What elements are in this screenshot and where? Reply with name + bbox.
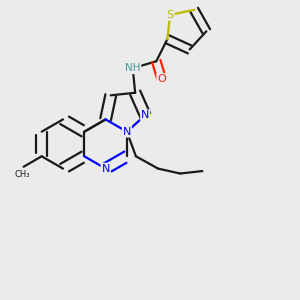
Text: N: N: [101, 164, 110, 174]
Text: N: N: [123, 127, 131, 137]
Text: S: S: [167, 10, 174, 20]
Text: O: O: [157, 74, 166, 84]
Text: N: N: [141, 110, 149, 120]
Text: CH₃: CH₃: [14, 170, 30, 179]
Text: NH: NH: [125, 63, 140, 73]
